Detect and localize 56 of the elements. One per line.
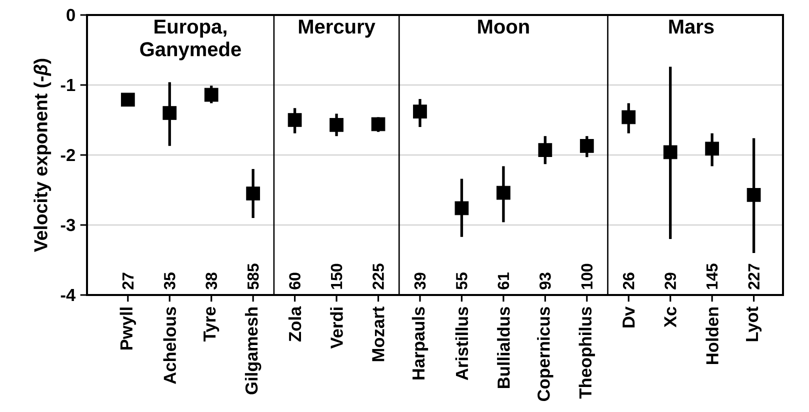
annotation: Europa, Ganymede (140, 20, 241, 60)
annotation: 225 (372, 264, 384, 290)
x-tick-label: Holden (706, 307, 718, 364)
annotation: 38 (206, 272, 218, 290)
point (622, 110, 636, 124)
point (705, 142, 720, 156)
annotation: 61 (498, 272, 510, 290)
point (496, 186, 510, 200)
annotation: 150 (330, 264, 342, 289)
x-tick-label: Gilgamesh (244, 307, 262, 394)
x-tick-label: Dv (622, 306, 635, 328)
x-tick-label: Zola (288, 306, 302, 342)
y-tick-label: -3 (60, 218, 75, 232)
annotation: Moon (478, 20, 529, 34)
x-tick-label: Xc (664, 306, 676, 328)
annotation: Mercury (298, 20, 376, 38)
annotation: 35 (164, 272, 176, 290)
annotation: 585 (247, 264, 259, 290)
annotation: 60 (289, 272, 300, 290)
point (580, 138, 594, 153)
point (330, 118, 344, 132)
point (288, 113, 302, 127)
annotation: 100 (581, 264, 593, 289)
x-tick-label: Theophilus (578, 307, 595, 399)
point (663, 145, 678, 160)
annotation: 55 (456, 272, 468, 290)
point (454, 201, 469, 216)
x-tick-label: Bullialdus (497, 307, 510, 388)
x-tick-label: Harpauls (412, 307, 428, 380)
annotation: 93 (539, 272, 551, 290)
x-tick-label: Aristillus (455, 307, 468, 380)
annotation: 29 (664, 272, 676, 290)
x-tick-label: Lyot (746, 306, 762, 342)
point (746, 188, 761, 202)
y-axis-title: Velocity exponent (-β) (34, 58, 52, 252)
annotation: 145 (706, 264, 718, 289)
point (246, 186, 260, 200)
y-tick-label: 0 (66, 8, 75, 22)
annotation: Mars (669, 20, 714, 34)
annotation: 26 (622, 272, 634, 290)
x-tick-label: Copernicus (537, 307, 554, 402)
annotation: 39 (414, 272, 426, 290)
annotation: 27 (122, 272, 134, 290)
x-tick-label: Verdi (330, 308, 343, 349)
point (538, 143, 552, 158)
x-tick-label: Achelous (163, 307, 176, 384)
y-tick-label: -4 (60, 289, 76, 301)
y-tick-label: -1 (60, 79, 76, 91)
x-tick-label: Pwyll (120, 308, 136, 350)
point (120, 92, 135, 107)
point (162, 106, 177, 120)
y-tick-label: -2 (60, 148, 75, 162)
x-tick-label: Mozart (372, 306, 384, 362)
annotation: 227 (748, 264, 760, 290)
x-tick-label: Tyre (204, 306, 220, 342)
point (413, 104, 427, 119)
